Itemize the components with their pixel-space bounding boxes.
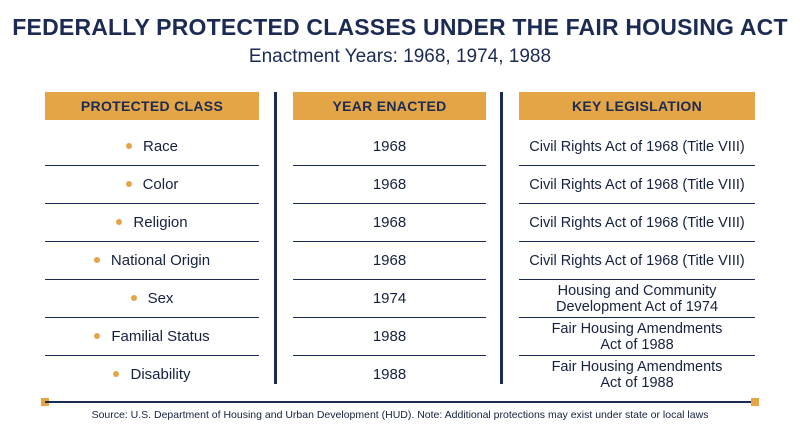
- year-enacted-rows: 1968 1968 1968 1968 1974 1988 1988: [293, 128, 486, 394]
- key-legislation-cell: Civil Rights Act of 1968 (Title VIII): [519, 242, 755, 280]
- key-legislation-line: Act of 1988: [600, 336, 674, 353]
- key-legislation-text: Housing and Community Development Act of …: [556, 283, 718, 315]
- key-legislation-line: Act of 1988: [600, 375, 674, 391]
- protected-class-cell: Race: [45, 128, 259, 166]
- column-divider: [500, 92, 503, 384]
- protected-class-cell: National Origin: [45, 242, 259, 280]
- key-legislation-text: Fair Housing Amendments Act of 1988: [552, 359, 723, 391]
- year-enacted-cell: 1968: [293, 128, 486, 166]
- key-legislation-line: Civil Rights Act of 1968 (Title VIII): [529, 214, 745, 231]
- bullet-dot-icon: [93, 256, 100, 263]
- year-enacted-cell: 1988: [372, 366, 407, 383]
- year-enacted-cell: 1968: [293, 204, 486, 242]
- bullet-dot-icon: [113, 371, 120, 377]
- key-legislation-cell: Civil Rights Act of 1968 (Title VIII): [519, 166, 755, 204]
- key-legislation-header: KEY LEGISLATION: [519, 92, 755, 120]
- key-legislation-line: Civil Rights Act of 1968 (Title VIII): [529, 176, 745, 193]
- year-enacted-cell: 1974: [293, 280, 486, 318]
- key-legislation-rows: Civil Rights Act of 1968 (Title VIII) Civ…: [519, 128, 755, 394]
- bullet-dot-icon: [116, 218, 123, 225]
- key-legislation-text: Civil Rights Act of 1968 (Title VIII): [529, 177, 744, 193]
- key-legislation-text: Civil Rights Act of 1968 (Title VIII): [529, 253, 744, 269]
- protected-class-header: PROTECTED CLASS: [45, 92, 259, 120]
- bullet-dot-icon: [94, 332, 101, 339]
- source-note: Source: U.S. Department of Housing and U…: [91, 409, 709, 421]
- year-enacted-cell: 1988: [293, 318, 486, 356]
- protected-class-label: Disability: [130, 366, 191, 383]
- key-legislation-text: Civil Rights Act of 1968 (Title VIII): [529, 215, 744, 231]
- protected-class-label: Race: [142, 137, 179, 155]
- protected-class-column: PROTECTED CLASS Race Color Religion Nationa…: [45, 92, 259, 394]
- key-legislation-text: Civil Rights Act of 1968 (Title VIII): [529, 139, 744, 155]
- year-enacted-header: YEAR ENACTED: [293, 92, 486, 120]
- protected-class-label: Sex: [147, 289, 174, 307]
- key-legislation-cell: Civil Rights Act of 1968 (Title VIII): [519, 204, 755, 242]
- protected-class-cell: Sex: [45, 280, 259, 318]
- year-enacted-cell: 1968: [293, 166, 486, 204]
- page-subtitle: Enactment Years: 1968, 1974, 1988: [248, 46, 552, 67]
- bullet-dot-icon: [125, 180, 132, 187]
- protected-class-rows: Race Color Religion National Origin Sex Famil…: [45, 128, 259, 394]
- year-enacted-cell: 1968: [293, 242, 486, 280]
- key-legislation-line: Fair Housing Amendments: [551, 359, 723, 375]
- protected-class-label: National Origin: [110, 251, 211, 269]
- protected-class-cell: Familial Status: [45, 318, 259, 356]
- baseline-rule: [45, 401, 755, 403]
- page-title: FEDERALLY PROTECTED CLASSES UNDER THE FA…: [12, 14, 788, 40]
- key-legislation-line: Housing and Community: [557, 282, 717, 299]
- bullet-dot-icon: [125, 142, 132, 149]
- key-legislation-cell: Housing and Community Development Act of …: [519, 280, 755, 318]
- protected-class-cell: Disability: [45, 356, 259, 394]
- key-legislation-line: Civil Rights Act of 1968 (Title VIII): [529, 252, 745, 269]
- key-legislation-cell: Civil Rights Act of 1968 (Title VIII): [519, 128, 755, 166]
- protected-class-cell: Religion: [45, 204, 259, 242]
- key-legislation-cell: Fair Housing Amendments Act of 1988: [519, 318, 755, 356]
- year-enacted-column: YEAR ENACTED 1968 1968 1968 1968 1974 1988 198…: [293, 92, 486, 394]
- protected-class-cell: Color: [45, 166, 259, 204]
- bullet-dot-icon: [130, 294, 137, 301]
- protected-class-label: Color: [142, 175, 179, 193]
- protected-class-label: Religion: [133, 213, 188, 231]
- key-legislation-line: Civil Rights Act of 1968 (Title VIII): [529, 138, 745, 155]
- baseline-marker-right: [751, 398, 759, 406]
- key-legislation-line: Fair Housing Amendments: [551, 320, 723, 337]
- key-legislation-cell: Fair Housing Amendments Act of 1988: [519, 356, 755, 394]
- key-legislation-line: Development Act of 1974: [555, 298, 719, 315]
- key-legislation-text: Fair Housing Amendments Act of 1988: [552, 321, 723, 353]
- column-divider: [274, 92, 277, 384]
- protected-class-label: Familial Status: [111, 327, 210, 345]
- key-legislation-column: KEY LEGISLATION Civil Rights Act of 1968…: [519, 92, 755, 394]
